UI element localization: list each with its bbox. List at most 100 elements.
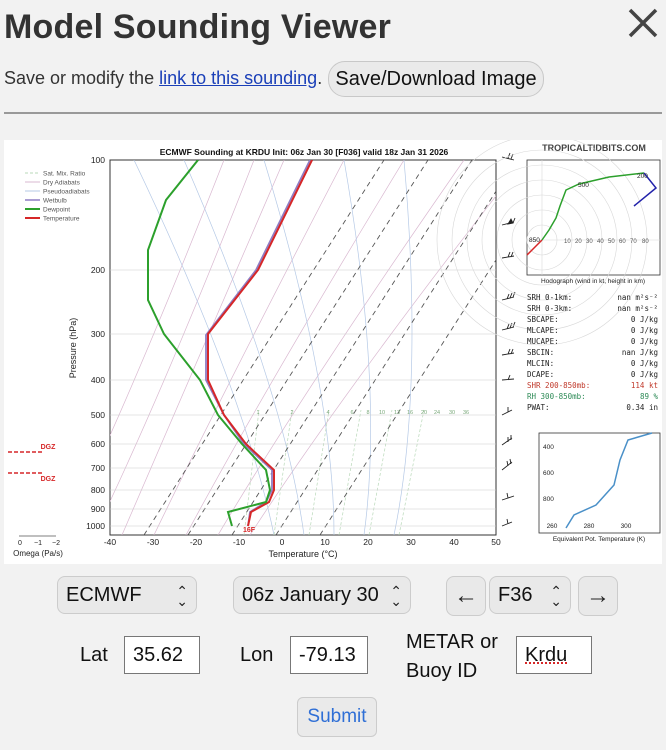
page-title: Model Sounding Viewer bbox=[4, 8, 392, 46]
index-label: SBCAPE: bbox=[527, 315, 559, 324]
mix-ratio-label: 4 bbox=[326, 410, 329, 416]
model-select[interactable]: ECMWF ⌃ ⌄ bbox=[57, 576, 197, 614]
mix-ratio-label: 10 bbox=[379, 410, 385, 416]
sounding-header: ECMWF Sounding at KRDU Init: 06z Jan 30 … bbox=[160, 147, 449, 157]
legend-temperature: Temperature bbox=[43, 216, 80, 223]
hodo-height-label: 850 bbox=[529, 237, 540, 244]
metar-label: METAR or Buoy ID bbox=[406, 631, 498, 683]
dgz-label: DGZ bbox=[41, 444, 57, 451]
hodo-height-label: 500 bbox=[578, 182, 589, 189]
run-select[interactable]: 06z January 30 ⌃ ⌄ bbox=[233, 576, 411, 614]
legend-sat-mix-ratio: Sat. Mix. Ratio bbox=[43, 171, 86, 178]
pressure-tick: 600 bbox=[91, 439, 105, 449]
hodo-ring-label: 70 bbox=[630, 239, 637, 245]
index-value: nan m²s⁻² bbox=[617, 293, 658, 302]
mix-ratio-label: 1 bbox=[256, 410, 259, 416]
hodo-height-label: 200 bbox=[637, 173, 648, 180]
mix-ratio-label: 13 bbox=[394, 410, 400, 416]
close-button[interactable] bbox=[626, 2, 660, 42]
description-suffix: . bbox=[317, 68, 323, 88]
mix-ratio-label: 8 bbox=[366, 410, 369, 416]
mix-ratio-label: 16 bbox=[407, 410, 413, 416]
chevron-updown-icon: ⌃ ⌄ bbox=[390, 583, 402, 609]
forecast-hour-value: F36 bbox=[498, 583, 533, 606]
hodo-ring-label: 80 bbox=[642, 239, 649, 245]
sounding-link[interactable]: link to this sounding bbox=[159, 68, 318, 88]
skewt-legend: Sat. Mix. Ratio Dry Adiabats Pseudoadiab… bbox=[25, 171, 90, 223]
temp-tick: 50 bbox=[491, 537, 501, 547]
index-value: 89 % bbox=[640, 392, 659, 401]
theta-e-x-tick: 260 bbox=[547, 523, 558, 530]
index-value: nan J/kg bbox=[622, 348, 658, 357]
hodo-ring-label: 50 bbox=[608, 239, 615, 245]
omega-tick: −1 bbox=[34, 540, 42, 547]
mix-ratio-label: 24 bbox=[434, 410, 440, 416]
legend-dry-adiabats: Dry Adiabats bbox=[43, 180, 81, 187]
index-label: DCAPE: bbox=[527, 370, 554, 379]
theta-e-y-tick: 800 bbox=[543, 496, 554, 503]
index-label: PWAT: bbox=[527, 403, 550, 412]
index-value: 114 kt bbox=[631, 381, 658, 390]
lon-label: Lon bbox=[240, 644, 274, 666]
metar-field[interactable]: Krdu bbox=[516, 636, 592, 674]
next-hour-button[interactable]: → bbox=[578, 576, 618, 616]
dgz-markers: DGZ DGZ bbox=[8, 444, 56, 483]
theta-e-y-tick: 400 bbox=[543, 444, 554, 451]
index-value: 0 J/kg bbox=[631, 359, 658, 368]
omega-axis: 0 −1 −2 Omega (Pa/s) bbox=[13, 535, 63, 558]
hodo-ring-label: 30 bbox=[586, 239, 593, 245]
pressure-tick: 200 bbox=[91, 265, 105, 275]
temp-tick: 0 bbox=[280, 537, 285, 547]
dewpoint-line bbox=[147, 160, 272, 527]
pressure-tick: 900 bbox=[91, 504, 105, 514]
save-download-button[interactable]: Save/Download Image bbox=[328, 61, 544, 97]
dry-adiabats bbox=[110, 160, 496, 535]
mix-ratio-label: 30 bbox=[449, 410, 455, 416]
mix-ratio-label: 36 bbox=[463, 410, 469, 416]
description: Save or modify the link to this sounding… bbox=[4, 68, 322, 89]
legend-pseudoadiabats: Pseudoadiabats bbox=[43, 189, 90, 196]
mix-ratio-label: 20 bbox=[421, 410, 427, 416]
pressure-tick: 700 bbox=[91, 463, 105, 473]
forecast-hour-select[interactable]: F36 ⌃ ⌄ bbox=[489, 576, 571, 614]
lon-field[interactable]: -79.13 bbox=[290, 636, 368, 674]
temperature-axis-label: Temperature (°C) bbox=[268, 549, 337, 559]
index-label: MLCIN: bbox=[527, 359, 554, 368]
pseudoadiabats bbox=[133, 160, 413, 535]
index-label: SBCIN: bbox=[527, 348, 554, 357]
pressure-tick: 1000 bbox=[86, 521, 105, 531]
description-prefix: Save or modify the bbox=[4, 68, 160, 88]
hodo-ring-label: 20 bbox=[575, 239, 582, 245]
lat-field[interactable]: 35.62 bbox=[124, 636, 200, 674]
hodo-ring-label: 60 bbox=[619, 239, 626, 245]
index-label: SRH 0-3km: bbox=[527, 304, 572, 313]
skewt-plot-frame bbox=[109, 159, 497, 536]
metar-label-line1: METAR or bbox=[406, 631, 498, 653]
hodo-ring-label: 10 bbox=[564, 239, 571, 245]
previous-hour-button[interactable]: ← bbox=[446, 576, 486, 616]
metar-label-line2: Buoy ID bbox=[406, 660, 478, 682]
temp-tick: 20 bbox=[363, 537, 373, 547]
run-select-value: 06z January 30 bbox=[242, 583, 379, 606]
omega-tick: 0 bbox=[18, 540, 22, 547]
temp-tick: 30 bbox=[406, 537, 416, 547]
arrow-left-icon: ← bbox=[454, 582, 478, 609]
index-label: RH 300-850mb: bbox=[527, 392, 586, 401]
temp-tick: -10 bbox=[233, 537, 246, 547]
chevron-updown-icon: ⌃ ⌄ bbox=[176, 583, 188, 609]
theta-e-x-tick: 300 bbox=[621, 523, 632, 530]
theta-e-plot: 400 600 800 260 280 300 Equivalent Pot. … bbox=[538, 432, 661, 543]
index-value: 0.34 in bbox=[626, 403, 658, 412]
submit-button[interactable]: Submit bbox=[297, 697, 377, 737]
lat-label: Lat bbox=[80, 644, 108, 666]
legend-wetbulb: Wetbulb bbox=[43, 198, 67, 205]
omega-tick: −2 bbox=[52, 540, 60, 547]
legend-dewpoint: Dewpoint bbox=[43, 207, 70, 214]
temp-tick: 40 bbox=[449, 537, 459, 547]
index-label: MUCAPE: bbox=[527, 337, 559, 346]
pressure-tick: 100 bbox=[91, 155, 105, 165]
index-label: SRH 0-1km: bbox=[527, 293, 572, 302]
temp-tick: 10 bbox=[320, 537, 330, 547]
index-value: 0 J/kg bbox=[631, 370, 658, 379]
theta-e-caption: Equivalent Pot. Temperature (K) bbox=[553, 536, 645, 543]
